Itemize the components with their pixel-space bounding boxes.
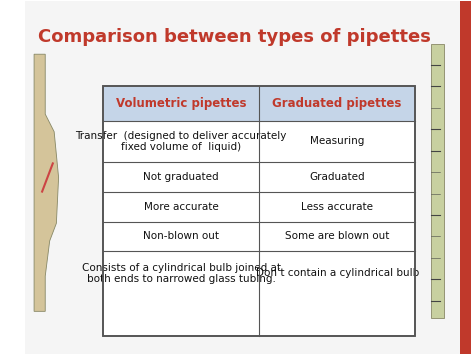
Text: Non-blown out: Non-blown out xyxy=(143,231,219,241)
Text: More accurate: More accurate xyxy=(144,202,219,212)
Text: Volumetric pipettes: Volumetric pipettes xyxy=(116,97,246,110)
Polygon shape xyxy=(431,44,444,318)
Polygon shape xyxy=(34,54,59,311)
Bar xyxy=(103,121,415,336)
Bar xyxy=(460,1,471,354)
Text: Transfer  (designed to deliver accurately
fixed volume of  liquid): Transfer (designed to deliver accurately… xyxy=(75,131,287,152)
Text: Some are blown out: Some are blown out xyxy=(285,231,389,241)
Bar xyxy=(103,86,415,121)
Text: Measuring: Measuring xyxy=(310,136,365,146)
Text: Not graduated: Not graduated xyxy=(143,171,219,182)
Text: Less accurate: Less accurate xyxy=(301,202,373,212)
Text: Graduated: Graduated xyxy=(310,171,365,182)
Bar xyxy=(103,86,415,336)
Text: Don’t contain a cylindrical bulb: Don’t contain a cylindrical bulb xyxy=(255,268,419,278)
Bar xyxy=(103,86,415,336)
Text: Comparison between types of pipettes: Comparison between types of pipettes xyxy=(38,28,431,45)
Bar xyxy=(103,86,415,121)
Text: Graduated pipettes: Graduated pipettes xyxy=(273,97,402,110)
Text: Consists of a cylindrical bulb joined at
both ends to narrowed glass tubing.: Consists of a cylindrical bulb joined at… xyxy=(82,263,281,284)
Bar xyxy=(103,86,415,336)
